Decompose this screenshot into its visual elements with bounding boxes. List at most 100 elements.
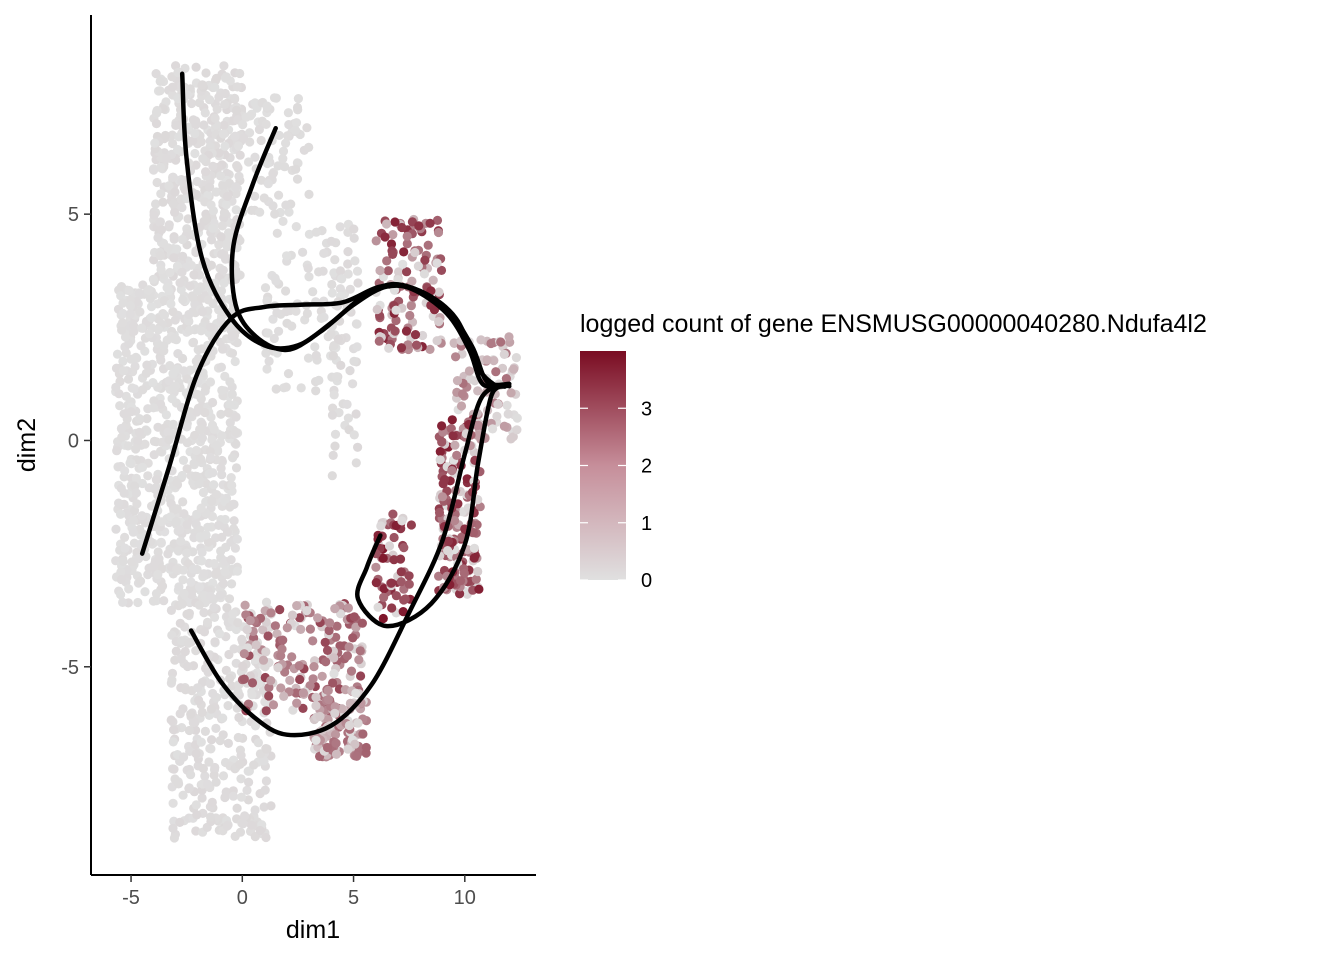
scatter-point (191, 646, 201, 656)
scatter-point (342, 651, 352, 661)
scatter-point (511, 353, 521, 363)
scatter-point (218, 579, 229, 589)
scatter-point (206, 235, 217, 245)
scatter-point (264, 356, 274, 366)
scatter-point (336, 360, 346, 370)
scatter-point (448, 431, 458, 441)
scatter-point (184, 316, 194, 326)
scatter-point (429, 305, 440, 315)
scatter-point (242, 785, 252, 796)
scatter-point (372, 304, 382, 315)
scatter-point (349, 233, 359, 243)
scatter-point (254, 124, 264, 135)
scatter-point (266, 801, 276, 811)
scatter-point (499, 349, 509, 359)
scatter-point (311, 350, 321, 361)
scatter-point (216, 286, 227, 296)
scatter-point (330, 730, 341, 740)
scatter-point (175, 525, 185, 535)
scatter-points (111, 61, 522, 843)
scatter-point (240, 600, 250, 610)
scatter-point (261, 706, 271, 716)
scatter-point (173, 349, 183, 359)
scatter-point (117, 432, 127, 442)
scatter-point (209, 602, 219, 613)
scatter-point (197, 793, 207, 803)
scatter-point (233, 732, 243, 743)
scatter-point (322, 742, 333, 753)
scatter-point (295, 613, 305, 623)
scatter-point (112, 349, 123, 359)
scatter-point (118, 318, 128, 328)
scatter-point (175, 817, 185, 828)
scatter-point (390, 217, 400, 227)
scatter-point (155, 217, 165, 228)
scatter-point (209, 559, 219, 569)
scatter-point (191, 800, 201, 810)
scatter-point (149, 165, 159, 175)
scatter-point (293, 94, 303, 104)
scatter-point (172, 504, 182, 514)
scatter-point (241, 112, 251, 122)
scatter-point (174, 132, 184, 142)
scatter-point (191, 749, 201, 759)
scatter-point (186, 709, 196, 719)
scatter-point (298, 247, 308, 257)
scatter-point (432, 336, 442, 346)
scatter-point (215, 590, 225, 600)
scatter-point (432, 215, 443, 225)
scatter-point (260, 785, 270, 795)
scatter-point (406, 301, 416, 311)
scatter-point (451, 352, 461, 362)
scatter-point (489, 356, 499, 366)
scatter-point (140, 439, 150, 449)
scatter-point (239, 674, 249, 684)
scatter-point (305, 624, 315, 634)
y-tick-label: -5 (61, 657, 79, 679)
scatter-point (131, 488, 141, 498)
scatter-point (308, 636, 318, 646)
scatter-point (220, 208, 230, 218)
scatter-point (176, 536, 186, 546)
scatter-point (419, 269, 429, 279)
scatter-point (352, 751, 362, 761)
scatter-point (236, 750, 246, 760)
scatter-point (469, 553, 479, 563)
scatter-point (223, 408, 233, 418)
scatter-point (195, 525, 205, 535)
scatter-point (287, 652, 297, 662)
scatter-point (333, 334, 343, 344)
scatter-point (148, 274, 158, 284)
scatter-point (224, 594, 235, 604)
scatter-point (344, 720, 354, 731)
scatter-point (118, 597, 128, 608)
scatter-point (290, 125, 300, 135)
scatter-point (156, 189, 166, 199)
scatter-point (221, 200, 231, 210)
scatter-point (283, 369, 294, 379)
scatter-point (196, 737, 206, 747)
scatter-point (288, 705, 298, 715)
scatter-point (261, 348, 271, 358)
scatter-point (396, 343, 407, 353)
scatter-point (328, 403, 338, 413)
scatter-point (322, 645, 333, 656)
scatter-point (194, 479, 204, 489)
scatter-point (274, 130, 284, 140)
scatter-point (207, 735, 217, 745)
scatter-point (235, 759, 245, 770)
scatter-point (210, 113, 220, 123)
scatter-point (200, 108, 210, 118)
scatter-point (496, 337, 506, 347)
scatter-point (259, 193, 269, 203)
scatter-point (219, 61, 229, 71)
scatter-point (434, 317, 444, 327)
scatter-point (171, 120, 181, 130)
scatter-point (228, 453, 238, 463)
scatter-point (292, 698, 302, 708)
scatter-point (169, 725, 179, 735)
scatter-point (125, 458, 135, 468)
legend: logged count of gene ENSMUSG00000040280.… (580, 310, 1207, 592)
scatter-point (400, 594, 410, 604)
scatter-point (230, 831, 240, 842)
